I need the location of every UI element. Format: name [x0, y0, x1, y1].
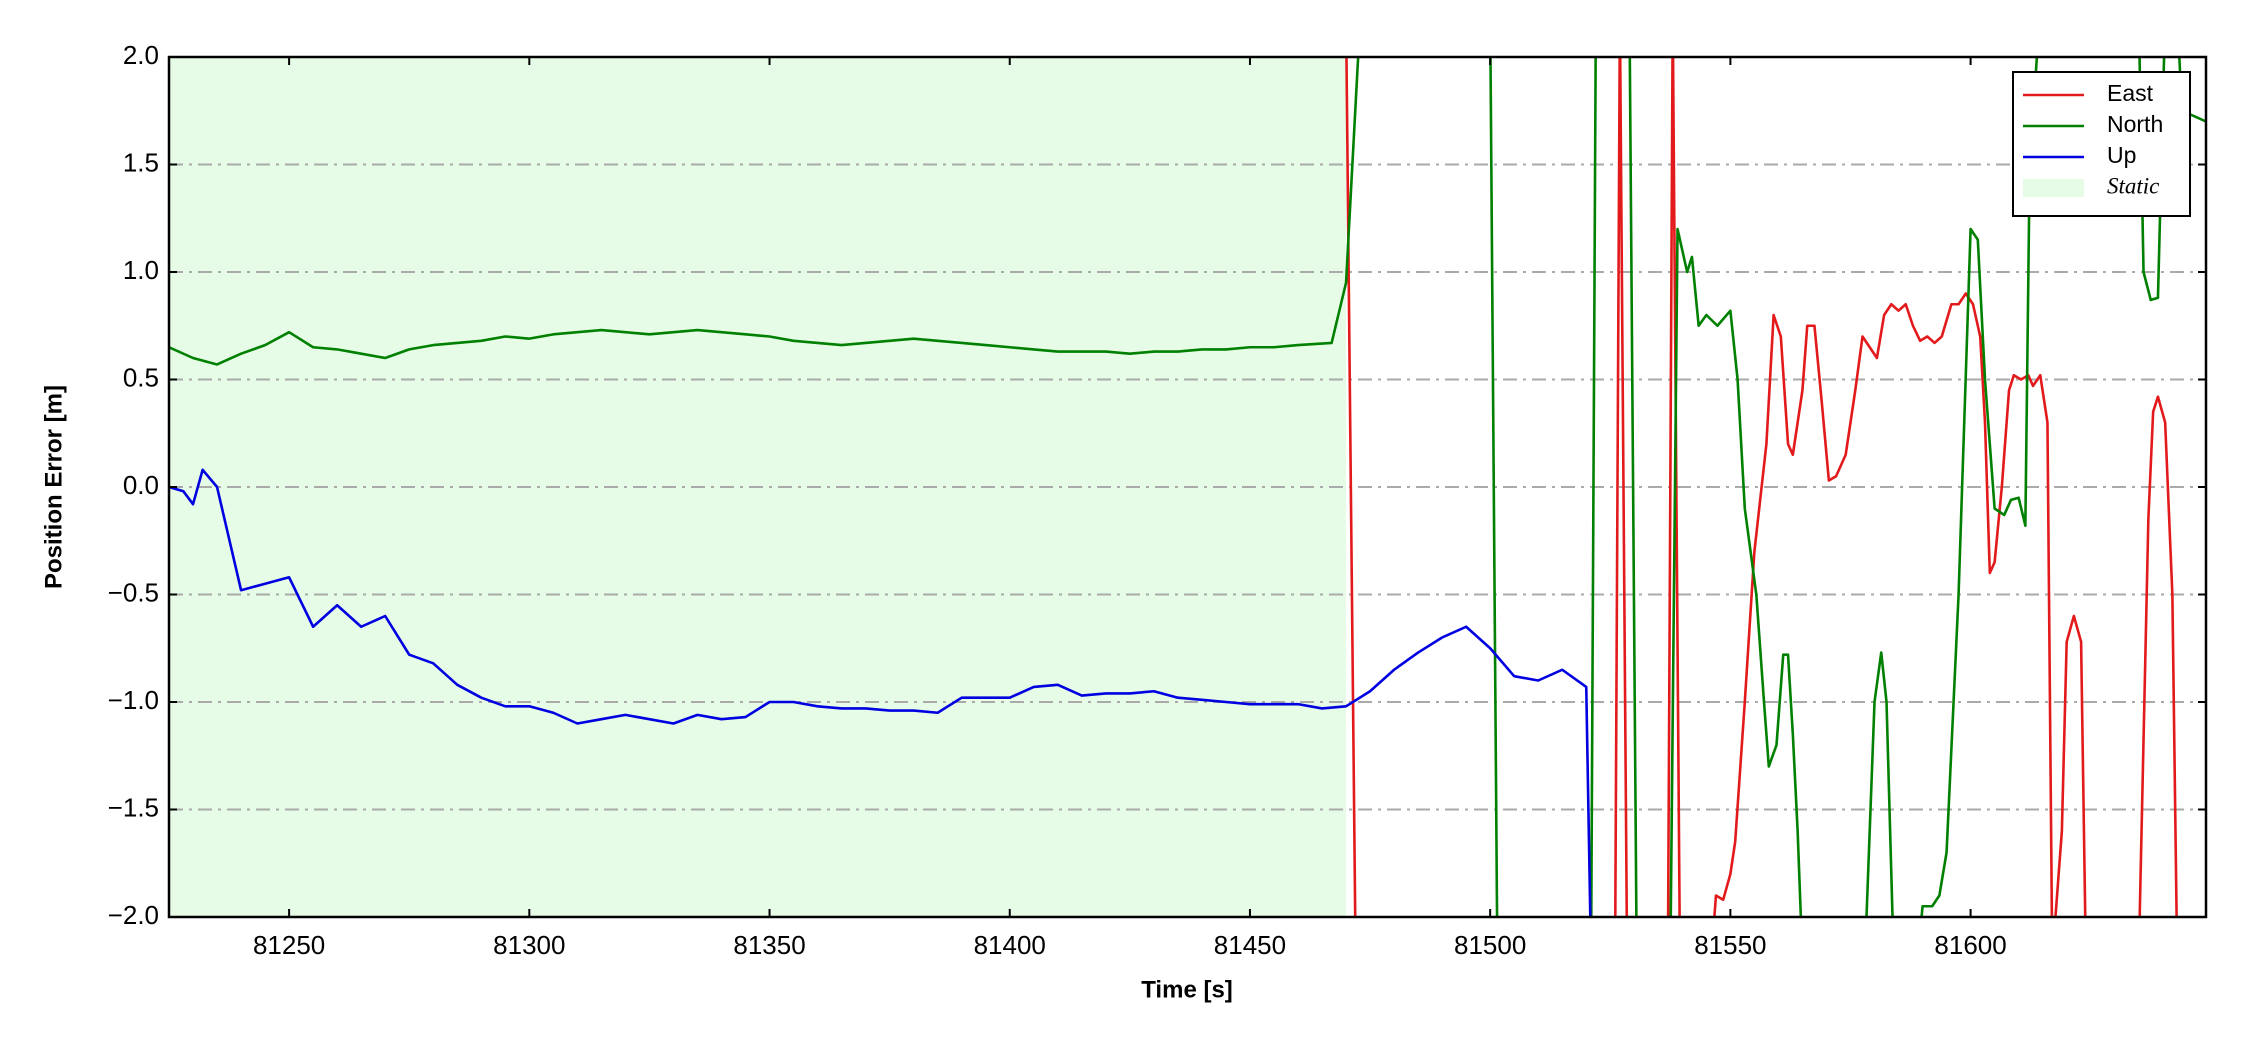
y-tick-label: 0.0	[123, 470, 159, 500]
y-tick-label: 0.5	[123, 362, 159, 392]
legend-label: Static	[2107, 173, 2159, 198]
y-tick-label: −1.5	[108, 792, 159, 822]
plot-lines	[169, 57, 2206, 917]
series-line	[169, 57, 2206, 917]
x-tick-label: 81450	[1214, 930, 1286, 960]
x-axis-label: Time [s]	[1141, 976, 1233, 1003]
legend-label: East	[2107, 80, 2154, 106]
x-tick-label: 81500	[1454, 930, 1526, 960]
y-tick-label: −2.0	[108, 900, 159, 930]
y-tick-label: −1.0	[108, 685, 159, 715]
legend: East North Up Static	[2012, 71, 2191, 217]
y-tick-label: 1.0	[123, 255, 159, 285]
x-tick-label: 81600	[1934, 930, 2006, 960]
y-tick-label: 2.0	[123, 40, 159, 70]
x-tick-label: 81550	[1694, 930, 1766, 960]
x-tick-label: 81400	[974, 930, 1046, 960]
series-line	[1345, 57, 2178, 917]
y-tick-label: 1.5	[123, 147, 159, 177]
plot-frame	[167, 55, 2208, 919]
series-line	[169, 468, 1592, 917]
x-tick-label: 81300	[493, 930, 565, 960]
legend-label: Up	[2107, 142, 2136, 168]
axes: −2.0 −1.5 −1.0 −0.5 0.0 0.5 1.0 1.5 2.0 81250 8130…	[108, 40, 2208, 960]
x-tick-label: 81350	[733, 930, 805, 960]
x-tick-label: 81250	[253, 930, 325, 960]
y-tick-label: −0.5	[108, 577, 159, 607]
legend-label: North	[2107, 111, 2163, 137]
y-axis-label: Position Error [m]	[40, 385, 67, 589]
legend-swatch	[2023, 179, 2084, 197]
